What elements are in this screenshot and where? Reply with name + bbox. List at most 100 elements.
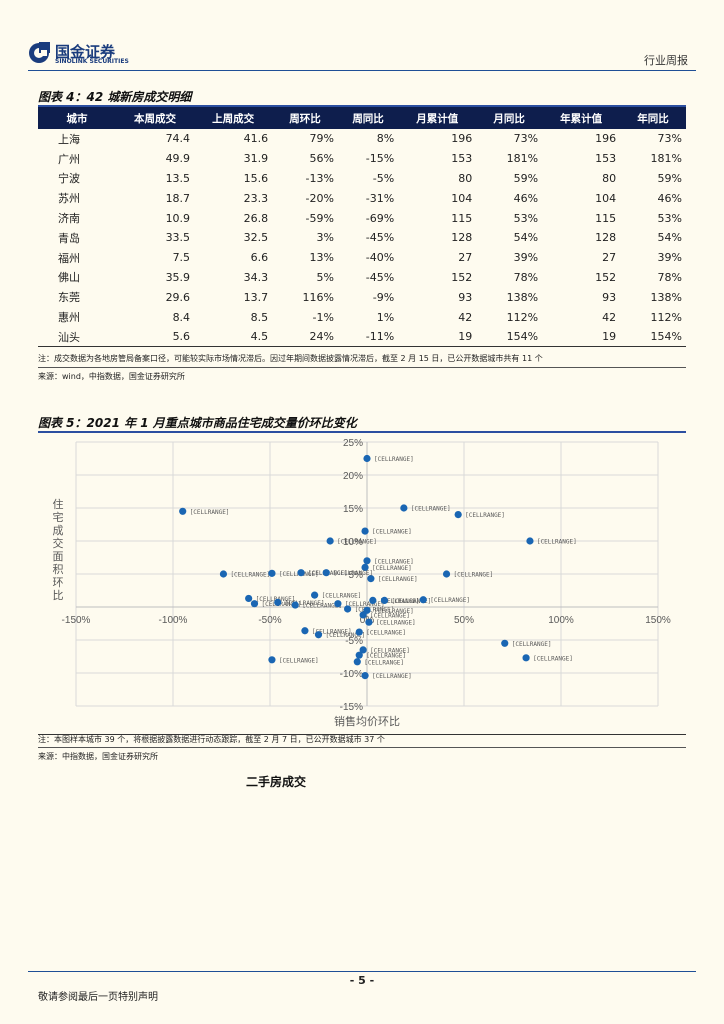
city-cell: 惠州 bbox=[58, 311, 80, 325]
table-cell: 27 bbox=[602, 251, 617, 265]
city-cell: 福州 bbox=[58, 251, 80, 265]
table-cell: 53% bbox=[513, 211, 539, 225]
city-cell: 济南 bbox=[58, 212, 80, 226]
table-cell: -15% bbox=[365, 152, 395, 166]
table-cell: 5% bbox=[316, 270, 334, 284]
table-cell: 49.9 bbox=[165, 152, 191, 166]
data-point bbox=[400, 504, 408, 512]
data-point bbox=[361, 563, 369, 571]
table-cell: -40% bbox=[365, 251, 395, 265]
table-row: 上海 74.4 41.6 79% 8% 196 73% 196 73% bbox=[38, 129, 686, 149]
data-label: [CELLRANGE] bbox=[465, 512, 505, 519]
chart-bottom-rule bbox=[38, 734, 686, 735]
data-point bbox=[301, 627, 309, 635]
data-label: [CELLRANGE] bbox=[366, 630, 406, 637]
data-point bbox=[365, 618, 373, 626]
column-header: 月累计值 bbox=[398, 107, 477, 129]
data-label: [CELLRANGE] bbox=[366, 653, 406, 660]
table-cell: 13.7 bbox=[243, 290, 269, 304]
figure4-note-rule bbox=[38, 367, 686, 368]
table-cell: 78% bbox=[657, 270, 682, 284]
x-tick-label: 50% bbox=[454, 615, 474, 626]
data-point bbox=[314, 631, 323, 639]
table-cell: 19 bbox=[542, 326, 621, 348]
column-header: 年同比 bbox=[620, 107, 686, 129]
x-tick-label: -50% bbox=[258, 615, 281, 626]
data-point bbox=[355, 651, 363, 659]
figure5-top-rule bbox=[38, 431, 686, 433]
table-cell: 6.6 bbox=[250, 251, 269, 265]
table-row: 宁波 13.5 15.6 -13% -5% 80 59% 80 59% bbox=[38, 169, 686, 189]
section-heading: 二手房成交 bbox=[246, 775, 307, 789]
x-tick-label: -150% bbox=[62, 615, 91, 626]
table-cell: 154% bbox=[476, 326, 543, 348]
table-cell: 46% bbox=[513, 191, 539, 205]
data-label: [CELLRANGE] bbox=[337, 539, 377, 546]
data-point bbox=[361, 672, 369, 680]
table-cell: 153 bbox=[595, 152, 617, 166]
logo-text-cn: 国金证券 bbox=[55, 43, 116, 61]
data-point bbox=[369, 596, 377, 604]
table-cell: -59% bbox=[305, 211, 334, 225]
figure4-title: 图表 4：42 城新房成交明细 bbox=[38, 90, 192, 104]
table-row: 东莞 29.6 13.7 116% -9% 93 138% 93 138% bbox=[38, 287, 686, 307]
table-cell: 154% bbox=[620, 326, 686, 348]
data-point bbox=[454, 511, 462, 519]
table-cell: 15.6 bbox=[243, 171, 269, 185]
figure5-note: 注：本图样本城市 39 个，将根据披露数据进行动态跟踪，截至 2 月 7 日，已… bbox=[38, 735, 385, 744]
data-point bbox=[179, 507, 187, 515]
data-label: [CELLRANGE] bbox=[285, 600, 325, 607]
data-point bbox=[419, 596, 427, 604]
column-header: 上周成交 bbox=[194, 107, 273, 129]
table-cell: 128 bbox=[451, 231, 473, 245]
table-cell: 116% bbox=[302, 290, 334, 304]
table-cell: -20% bbox=[305, 191, 334, 205]
disclaimer-note: 敬请参阅最后一页特别声明 bbox=[38, 992, 158, 1003]
table-cell: 73% bbox=[657, 132, 682, 146]
page-header: 国金证券 SINOLINK SECURITIES 行业周报 bbox=[28, 40, 696, 70]
data-label: [CELLRANGE] bbox=[374, 608, 414, 615]
table-row: 福州 7.5 6.6 13% -40% 27 39% 27 39% bbox=[38, 248, 686, 268]
table-cell: 41.6 bbox=[243, 132, 269, 146]
table-cell: 19 bbox=[398, 326, 477, 348]
y-axis-title: 住宅成交面积环比 bbox=[53, 497, 64, 602]
y-tick-label: 20% bbox=[343, 471, 363, 482]
table-cell: 29.6 bbox=[165, 290, 191, 304]
table-cell: 32.5 bbox=[243, 231, 269, 245]
table-cell: 104 bbox=[595, 191, 617, 205]
sinolink-logo-icon bbox=[29, 42, 50, 63]
data-label: [CELLRANGE] bbox=[454, 572, 494, 579]
data-label: [CELLRANGE] bbox=[411, 506, 451, 513]
data-point bbox=[361, 527, 369, 535]
data-point bbox=[311, 591, 319, 599]
table-cell: 93 bbox=[458, 290, 473, 304]
table-cell: 138% bbox=[650, 290, 682, 304]
data-label: [CELLRANGE] bbox=[430, 597, 470, 604]
data-point bbox=[442, 570, 451, 578]
table-cell: -5% bbox=[372, 171, 395, 185]
figure4-source: 来源：wind，中指数据，国金证券研究所 bbox=[38, 372, 185, 381]
city-cell: 苏州 bbox=[58, 192, 80, 206]
data-label: [CELLRANGE] bbox=[256, 596, 296, 603]
table-cell: 27 bbox=[458, 251, 473, 265]
data-label: [CELLRANGE] bbox=[376, 620, 416, 627]
data-point bbox=[380, 596, 389, 604]
data-label: [CELLRANGE] bbox=[370, 647, 410, 654]
table-cell: 59% bbox=[657, 171, 682, 185]
column-header: 年累计值 bbox=[542, 107, 621, 129]
table-cell: 3% bbox=[316, 231, 334, 245]
table-cell: -13% bbox=[305, 171, 334, 185]
table-cell: 1% bbox=[376, 310, 395, 324]
city-cell: 广州 bbox=[58, 152, 80, 166]
y-tick-label: 10% bbox=[343, 537, 363, 548]
y-tick-label: 25% bbox=[343, 438, 363, 449]
table-cell: 8.5 bbox=[250, 310, 269, 324]
table-cell: 93 bbox=[602, 290, 617, 304]
column-header: 城市 bbox=[38, 107, 117, 129]
table-cell: 46% bbox=[657, 191, 682, 205]
table-cell: 53% bbox=[657, 211, 682, 225]
table-cell: 13% bbox=[309, 251, 334, 265]
scatter-chart: -150%-100%-50%0%50%100%150%-15%-10%-5%5%… bbox=[53, 438, 671, 728]
city-cell: 宁波 bbox=[58, 172, 80, 186]
y-tick-label: -10% bbox=[340, 669, 363, 680]
